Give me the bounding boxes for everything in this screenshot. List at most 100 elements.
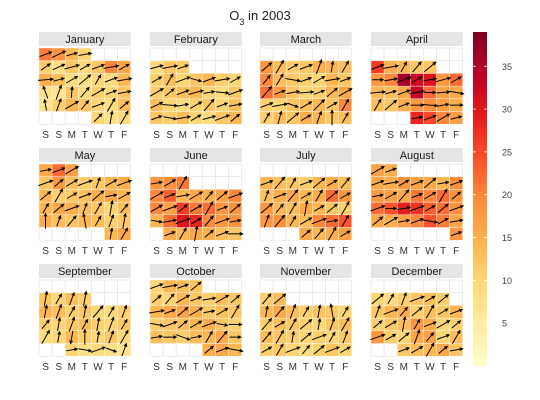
- weekday-label: S: [387, 362, 394, 373]
- wind-arrow: [205, 330, 213, 344]
- wind-arrow: [78, 51, 93, 56]
- wind-arrow: [116, 179, 133, 187]
- empty-cell: [272, 47, 287, 61]
- empty-cell: [396, 47, 411, 61]
- empty-cell: [51, 111, 66, 125]
- wind-arrow: [162, 64, 179, 69]
- wind-arrow: [203, 98, 215, 112]
- wind-arrow: [398, 218, 411, 223]
- wind-arrow: [274, 321, 286, 328]
- wind-arrow: [149, 88, 165, 97]
- weekday-label: T: [219, 246, 225, 257]
- weekday-label: T: [303, 130, 309, 141]
- weekday-label: M: [68, 362, 76, 373]
- weekday-label: F: [121, 246, 127, 257]
- wind-arrow: [285, 77, 302, 83]
- wind-arrow: [384, 99, 398, 111]
- empty-cell: [149, 343, 164, 357]
- weekday-label: W: [93, 362, 103, 373]
- wind-arrow: [425, 304, 435, 319]
- weekday-label: W: [314, 246, 324, 257]
- wind-arrow: [151, 76, 163, 83]
- weekday-label: S: [263, 246, 270, 257]
- wind-arrow: [385, 89, 398, 95]
- wind-arrow: [90, 346, 107, 353]
- wind-arrow: [451, 320, 462, 329]
- wind-arrow: [275, 73, 284, 86]
- empty-cell: [117, 47, 131, 61]
- wind-arrow: [109, 227, 114, 240]
- chart-title: O3 in 2003: [229, 8, 290, 27]
- empty-cell: [370, 47, 385, 61]
- wind-arrow: [164, 309, 176, 315]
- wind-arrow: [326, 218, 339, 223]
- wind-arrow: [299, 180, 314, 186]
- empty-cell: [423, 47, 437, 61]
- wind-arrow: [450, 231, 463, 237]
- wind-arrow: [119, 63, 130, 71]
- weekday-label: S: [153, 362, 160, 373]
- wind-arrow: [91, 64, 106, 70]
- wind-arrow: [424, 90, 437, 95]
- wind-arrow: [91, 88, 106, 97]
- wind-arrow: [162, 103, 179, 108]
- weekday-label: S: [387, 246, 394, 257]
- wind-arrow: [436, 90, 451, 94]
- wind-arrow: [189, 204, 203, 213]
- wind-arrow: [263, 213, 270, 228]
- wind-arrow: [423, 321, 438, 328]
- month-label: March: [291, 34, 322, 46]
- wind-arrow: [150, 204, 164, 213]
- wind-arrow: [82, 212, 87, 229]
- wind-arrow: [78, 74, 92, 85]
- weekday-label: T: [108, 130, 114, 141]
- wind-arrow: [410, 103, 425, 107]
- wind-arrow: [396, 76, 412, 83]
- wind-arrow: [340, 230, 351, 238]
- empty-cell: [298, 292, 313, 306]
- wind-arrow: [311, 333, 328, 341]
- empty-cell: [285, 292, 300, 306]
- empty-cell: [64, 279, 79, 293]
- wind-arrow: [340, 177, 351, 189]
- wind-arrow: [328, 331, 336, 343]
- panel-header: [150, 32, 242, 46]
- wind-arrow: [175, 115, 192, 120]
- wind-arrow: [215, 346, 230, 353]
- wind-arrow: [150, 101, 164, 109]
- weekday-label: M: [400, 362, 408, 373]
- wind-arrow: [203, 309, 216, 314]
- wind-arrow: [109, 199, 114, 216]
- wind-arrow: [304, 199, 309, 216]
- empty-cell: [325, 163, 339, 177]
- empty-cell: [298, 47, 313, 61]
- wind-arrow: [121, 342, 128, 357]
- wind-arrow: [177, 306, 189, 317]
- wind-arrow: [204, 215, 214, 227]
- wind-arrow: [56, 214, 62, 227]
- wind-arrow: [189, 191, 204, 200]
- legend-tick-label: 35: [502, 62, 512, 72]
- weekday-label: M: [68, 130, 76, 141]
- weekday-label: S: [263, 362, 270, 373]
- wind-arrow: [122, 212, 127, 229]
- panel-header: [371, 148, 463, 162]
- empty-cell: [149, 163, 164, 177]
- empty-cell: [202, 279, 216, 293]
- wind-arrow: [289, 177, 297, 189]
- empty-cell: [149, 227, 164, 241]
- wind-arrow: [412, 61, 422, 73]
- wind-arrow: [260, 102, 274, 108]
- empty-cell: [312, 292, 326, 306]
- empty-cell: [51, 279, 66, 293]
- wind-arrow: [409, 205, 425, 212]
- weekday-label: W: [314, 130, 324, 141]
- wind-arrow: [330, 109, 334, 126]
- wind-arrow: [96, 330, 101, 343]
- wind-arrow: [164, 231, 176, 237]
- wind-arrow: [190, 217, 202, 225]
- empty-cell: [228, 279, 243, 293]
- empty-cell: [409, 47, 424, 61]
